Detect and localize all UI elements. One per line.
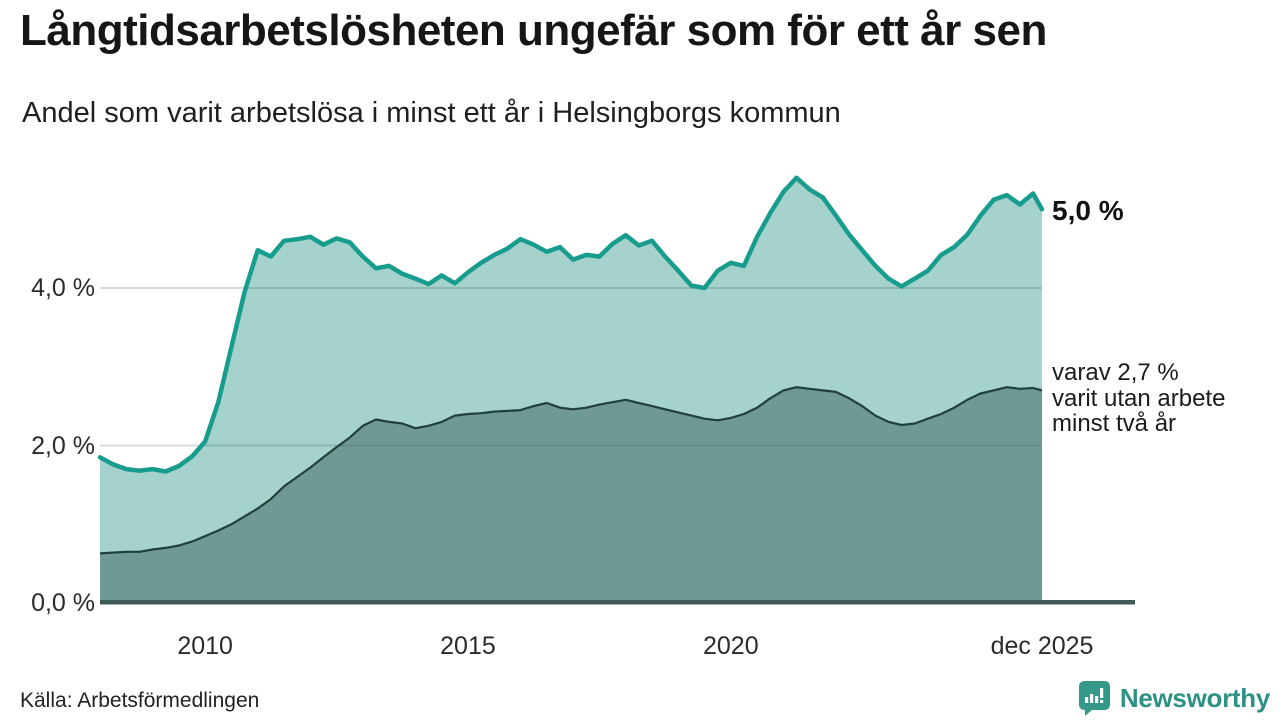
- total-line: [97, 175, 1045, 474]
- x-tick-label: 2020: [702, 632, 759, 660]
- newsworthy-icon: [1078, 681, 1110, 716]
- brand-logo: Newsworthy: [1078, 680, 1270, 717]
- two-year-area-fill: [100, 387, 1042, 603]
- two-year-line: [99, 386, 1043, 555]
- brand-name: Newsworthy: [1119, 683, 1270, 713]
- latest-value-label: 5,0 %: [1052, 195, 1124, 226]
- x-tick-label: 2015: [440, 632, 496, 660]
- y-tick-label: 0,0 %: [31, 589, 95, 617]
- x-tick-label: dec 2025: [990, 632, 1094, 660]
- page-title: Långtidsarbetslösheten ungefär som för e…: [20, 6, 1047, 55]
- chart-subtitle: Andel som varit arbetslösa i minst ett å…: [22, 97, 841, 129]
- y-tick-label: 4,0 %: [31, 274, 95, 302]
- y-tick-label: 2,0 %: [31, 431, 95, 460]
- source-caption: Källa: Arbetsförmedlingen: [20, 689, 260, 712]
- x-tick-label: 2010: [177, 632, 233, 660]
- x-axis-line: [100, 600, 1135, 605]
- two-year-annotation: varav 2,7 % varit utan arbete minst två …: [1052, 359, 1226, 437]
